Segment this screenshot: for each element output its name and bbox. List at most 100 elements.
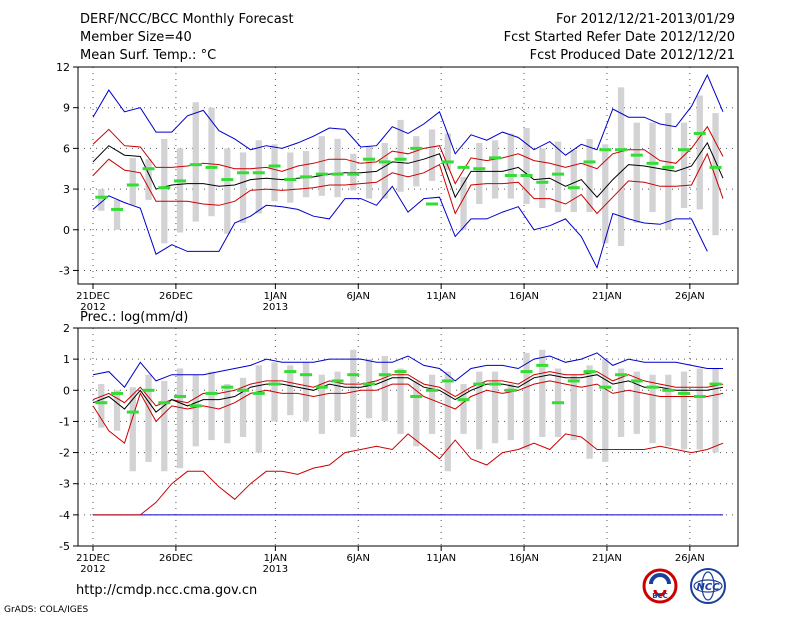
ensemble-box [350, 153, 357, 191]
median-mark [410, 395, 423, 399]
median-mark [678, 391, 691, 395]
y-tick-label: -5 [59, 540, 70, 553]
ensemble-box [334, 138, 341, 198]
median-mark [347, 373, 360, 377]
y-tick-label: 12 [56, 61, 70, 74]
y-tick-label: 6 [63, 142, 70, 155]
ensemble-box [381, 356, 388, 422]
x-tick-label: 16JAN [509, 553, 539, 564]
x-tick-label: 21JAN [592, 553, 622, 564]
median-mark [567, 186, 580, 190]
forecast-produced-date: Fcst Produced Date 2012/12/21 [529, 48, 735, 63]
ensemble-box [161, 380, 168, 472]
ensemble-box [113, 199, 121, 230]
ensemble-box [397, 368, 404, 434]
median-mark [126, 183, 139, 187]
ensemble-box [570, 374, 577, 441]
plot-frame [77, 327, 739, 547]
ncc-logo: NCC [690, 568, 726, 604]
y-tick-label: 0 [63, 384, 70, 397]
median-mark [520, 370, 533, 374]
median-mark [599, 148, 612, 152]
ensemble-box [161, 138, 168, 244]
median-mark [174, 395, 187, 399]
ensemble-box [287, 152, 294, 203]
ensemble-box [539, 349, 546, 437]
ensemble-mean-line [92, 374, 724, 413]
median-mark [536, 180, 549, 184]
ensemble-box [649, 374, 656, 444]
website-url[interactable]: http://cmdp.ncc.cma.gov.cn [76, 583, 258, 598]
median-mark [662, 165, 675, 169]
median-mark [331, 379, 344, 383]
x-tick-label: 26DEC [159, 553, 193, 564]
bcc-logo-text: BCC [652, 592, 668, 600]
median-mark [205, 391, 218, 395]
ensemble-box [712, 113, 719, 236]
ensemble-box [665, 374, 672, 447]
ensemble-box [365, 359, 373, 419]
median-mark [252, 171, 265, 175]
ensemble-box [192, 374, 199, 447]
x-tick-label: 21DEC [76, 291, 110, 302]
bcc-logo: BCC [642, 568, 678, 604]
ensemble-box [224, 384, 231, 444]
median-mark [457, 165, 470, 169]
ensemble-box [617, 87, 625, 247]
ensemble-box [602, 359, 609, 462]
ensemble-box [507, 133, 514, 199]
median-mark [315, 172, 328, 176]
x-tick-label: 16JAN [509, 291, 539, 302]
median-mark [331, 172, 344, 176]
ensemble-box [570, 149, 577, 213]
median-mark [363, 382, 376, 386]
ensemble-box [617, 368, 625, 437]
ensemble-box [633, 371, 640, 434]
median-mark [473, 167, 486, 171]
median-mark [552, 172, 565, 176]
x-tick-label: 6JAN [347, 553, 370, 564]
y-tick-label: 3 [63, 183, 70, 196]
median-mark [536, 363, 549, 367]
ensemble-box [318, 374, 325, 434]
x-tick-label: 11JAN [426, 291, 456, 302]
spread-min-line [93, 433, 724, 516]
median-mark [709, 382, 722, 386]
median-mark [205, 165, 218, 169]
ensemble-box [586, 138, 593, 213]
x-tick-label: 21DEC [76, 553, 110, 564]
ensemble-box [444, 133, 451, 171]
ensemble-box [476, 142, 483, 204]
ensemble-box [696, 368, 703, 450]
median-mark [520, 174, 533, 177]
ensemble-box [255, 365, 262, 453]
ensemble-box [491, 371, 499, 444]
x-tick-label: 26JAN [675, 553, 705, 564]
median-mark [189, 163, 202, 167]
median-mark [111, 391, 124, 395]
median-mark [709, 165, 722, 169]
ensemble-box [98, 384, 105, 428]
median-mark [95, 195, 108, 199]
ensemble-box [539, 148, 546, 209]
ensemble-box [476, 371, 483, 450]
median-mark [441, 379, 454, 383]
ensemble-box [602, 144, 609, 244]
ensemble-max-line [92, 73, 724, 156]
median-mark [489, 156, 502, 160]
median-mark [221, 385, 234, 389]
median-mark [630, 379, 643, 383]
median-mark [693, 131, 706, 135]
y-tick-label: 2 [63, 322, 70, 335]
median-mark [426, 388, 439, 392]
ensemble-box [192, 102, 199, 222]
median-mark [583, 370, 596, 374]
x-tick-label: 6JAN [347, 291, 370, 302]
median-mark [158, 186, 171, 190]
median-mark [95, 401, 108, 405]
median-mark [111, 207, 124, 211]
y-tick-label: 1 [63, 353, 70, 366]
